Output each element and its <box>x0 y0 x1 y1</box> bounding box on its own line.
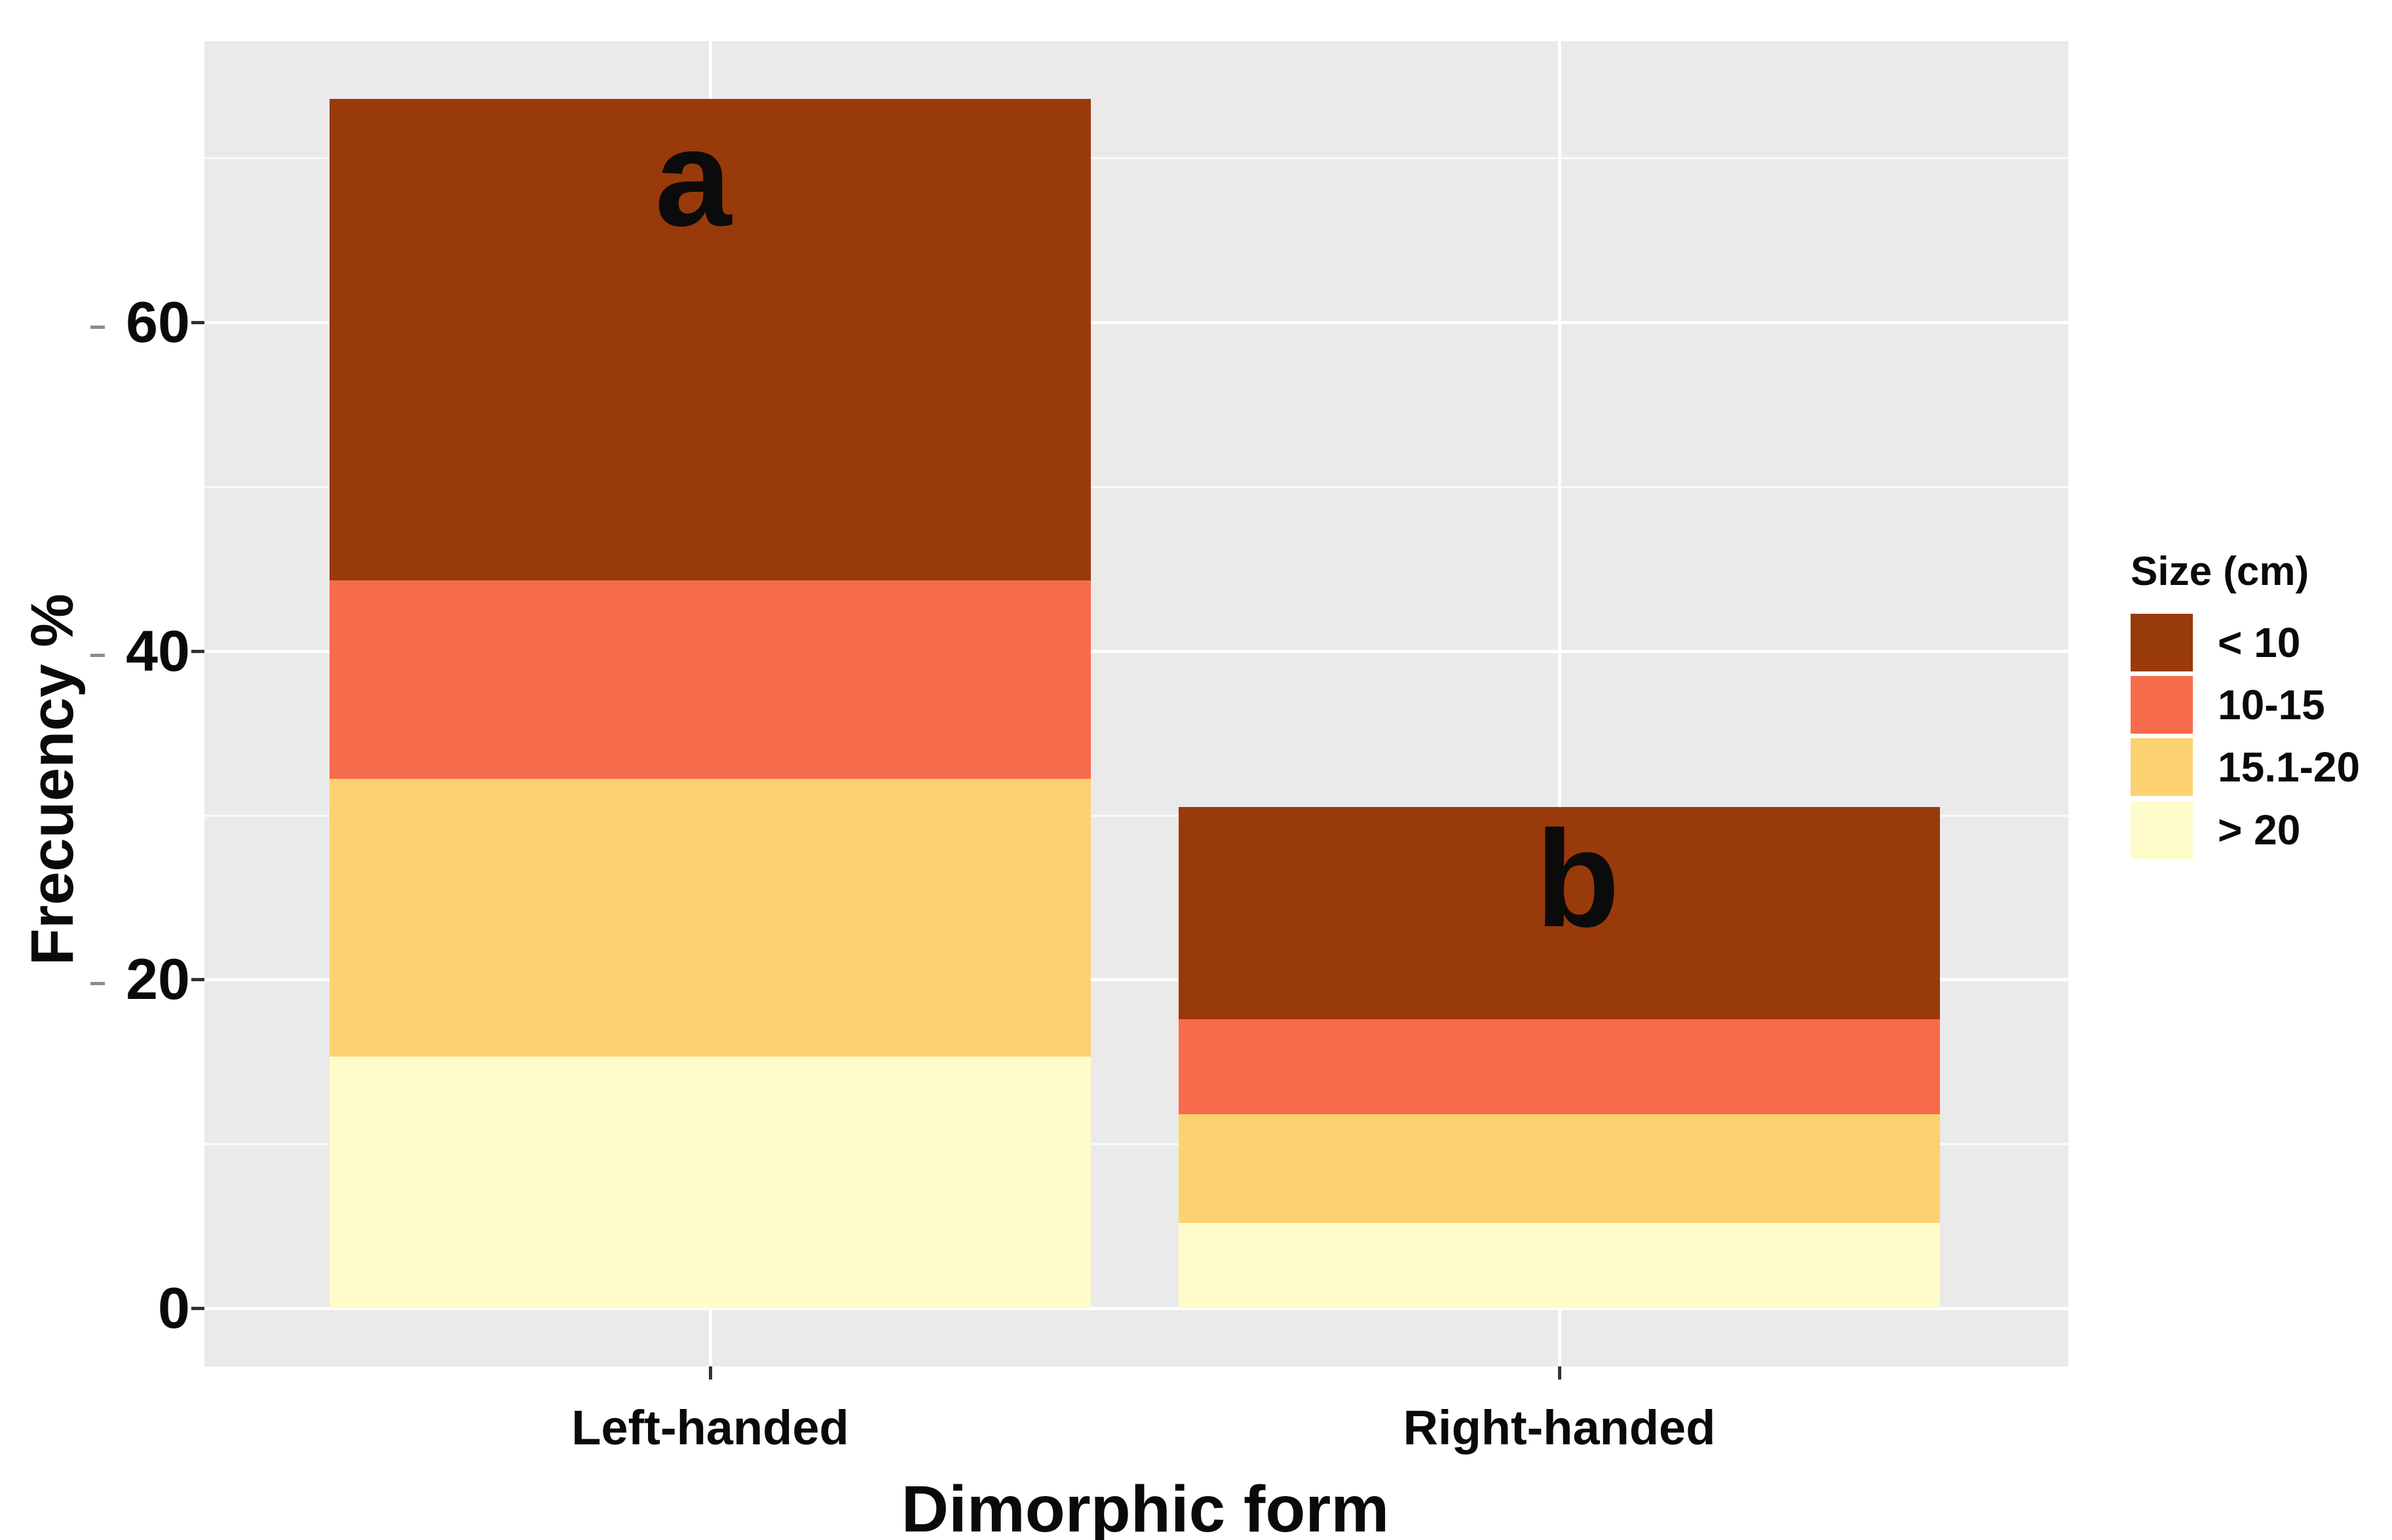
x-tick-label-left-handed: Left-handed <box>571 1400 849 1455</box>
bar-annotation-left-handed: a <box>655 101 732 255</box>
y-tick-mark <box>191 978 204 981</box>
legend-item-15120: 15.1-20 <box>2131 738 2392 796</box>
legend-swatch <box>2131 801 2193 859</box>
y-minor-gridline <box>204 815 2068 817</box>
bar-segment-20-left-handed <box>330 1057 1091 1308</box>
y-major-gridline <box>204 1307 2068 1310</box>
x-axis-title: Dimorphic form <box>901 1473 1390 1540</box>
bar-segment-15120-left-handed <box>330 779 1091 1057</box>
y-tick-mark <box>191 650 204 653</box>
y-minor-gridline <box>204 1143 2068 1145</box>
y-major-gridline <box>204 978 2068 981</box>
x-tick-mark <box>709 1366 712 1380</box>
bar-segment-1015-left-handed <box>330 580 1091 779</box>
bar-segment-20-right-handed <box>1179 1223 1940 1308</box>
legend-label: 10-15 <box>2218 681 2325 728</box>
legend-label: > 20 <box>2218 806 2301 854</box>
legend-swatch <box>2131 738 2193 796</box>
y-minor-gridline <box>204 157 2068 159</box>
bar-segment-10-left-handed <box>330 99 1091 580</box>
x-major-gridline <box>1558 41 1561 1366</box>
y-axis-title: Frecuency % <box>19 593 86 966</box>
x-tick-label-right-handed: Right-handed <box>1403 1400 1716 1455</box>
tick-artifact <box>90 654 105 657</box>
legend-swatch <box>2131 614 2193 671</box>
legend-item-1015: 10-15 <box>2131 676 2392 734</box>
y-tick-label: 60 <box>126 290 190 354</box>
tick-artifact <box>90 326 105 329</box>
y-tick-label: 20 <box>126 947 190 1011</box>
bar-segment-1015-right-handed <box>1179 1019 1940 1114</box>
bar-annotation-right-handed: b <box>1535 802 1620 956</box>
legend-swatch <box>2131 676 2193 734</box>
legend-item-10: < 10 <box>2131 614 2392 671</box>
y-tick-mark <box>191 1307 204 1310</box>
bar-segment-10-right-handed <box>1179 807 1940 1019</box>
y-minor-gridline <box>204 486 2068 488</box>
y-tick-label: 40 <box>126 618 190 683</box>
y-tick-mark <box>191 321 204 324</box>
y-major-gridline <box>204 650 2068 653</box>
legend-label: 15.1-20 <box>2218 743 2361 791</box>
y-major-gridline <box>204 321 2068 324</box>
legend-title: Size (cm) <box>2131 549 2309 594</box>
y-tick-label: 0 <box>158 1275 190 1340</box>
x-tick-mark <box>1558 1366 1561 1380</box>
legend-item-20: > 20 <box>2131 801 2392 859</box>
bar-segment-15120-right-handed <box>1179 1114 1940 1223</box>
tick-artifact <box>90 982 105 985</box>
legend-label: < 10 <box>2218 619 2301 666</box>
